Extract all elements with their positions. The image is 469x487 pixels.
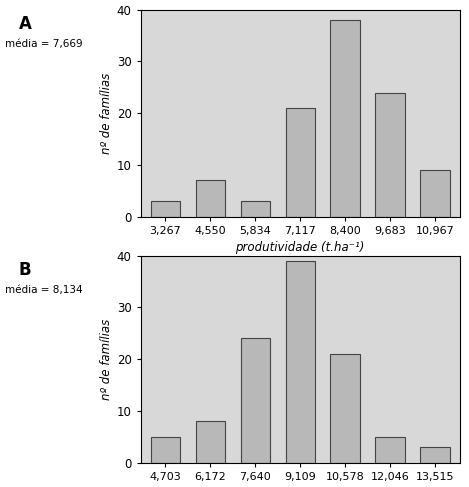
Bar — [286, 261, 315, 463]
Bar — [375, 93, 405, 217]
Bar — [331, 354, 360, 463]
Bar — [151, 437, 180, 463]
Text: média = 7,669: média = 7,669 — [5, 39, 83, 49]
Y-axis label: nº de famílias: nº de famílias — [99, 73, 113, 154]
Bar — [420, 447, 449, 463]
Text: A: A — [19, 15, 31, 33]
Bar — [241, 201, 270, 217]
Bar — [420, 170, 449, 217]
Bar — [241, 338, 270, 463]
Text: B: B — [19, 261, 31, 279]
Y-axis label: nº de famílias: nº de famílias — [99, 318, 113, 400]
Bar — [331, 20, 360, 217]
Bar — [286, 108, 315, 217]
Bar — [196, 181, 225, 217]
X-axis label: produtividade (t.ha⁻¹): produtividade (t.ha⁻¹) — [235, 241, 365, 254]
Bar — [196, 421, 225, 463]
Bar — [151, 201, 180, 217]
Bar — [375, 437, 405, 463]
Text: média = 8,134: média = 8,134 — [5, 285, 83, 295]
